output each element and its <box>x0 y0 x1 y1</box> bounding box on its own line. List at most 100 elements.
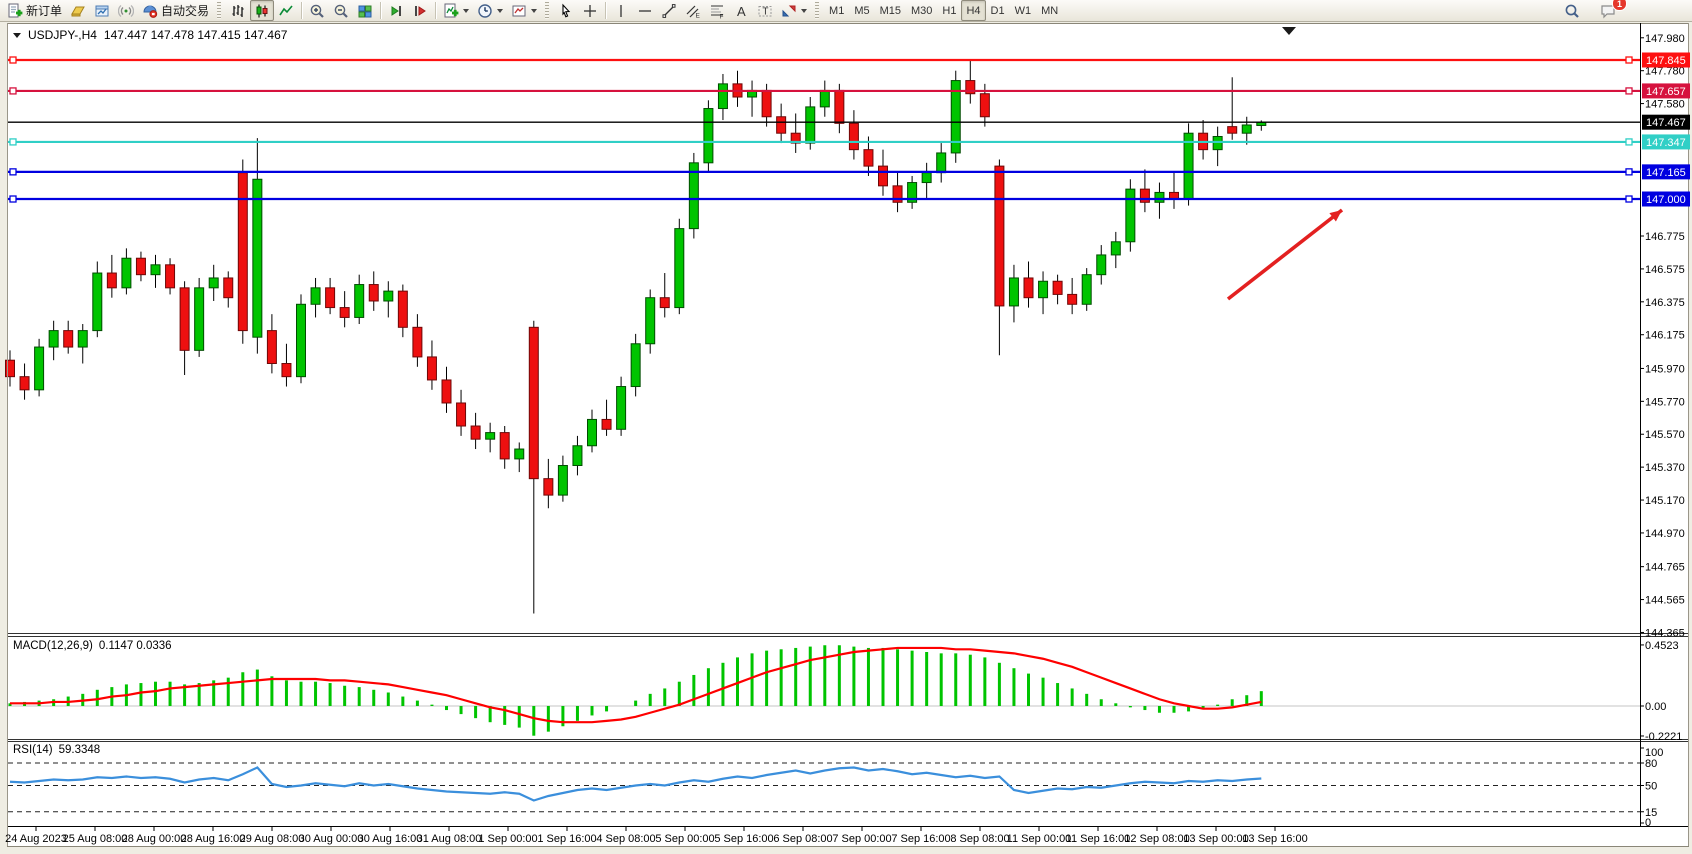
annotation-arrow-head[interactable] <box>1329 210 1342 222</box>
time-axis-label: 28 Aug 16:00 <box>181 833 246 845</box>
cursor-button[interactable] <box>554 0 578 21</box>
timeframe-h4-button[interactable]: H4 <box>961 0 986 21</box>
time-axis-label: 31 Aug 08:00 <box>417 833 482 845</box>
trendline-button[interactable] <box>657 0 681 21</box>
price-tick-label: 144.970 <box>1645 528 1685 540</box>
market-depth-button[interactable] <box>114 0 138 21</box>
hline-handle[interactable] <box>1625 138 1633 146</box>
periods-button[interactable] <box>473 0 507 21</box>
timeframe-m30-button[interactable]: M30 <box>906 0 937 21</box>
symbol-label: USDJPY-,H4 <box>28 28 97 42</box>
hline-handle[interactable] <box>9 56 17 64</box>
candlestick <box>1212 135 1223 151</box>
symbol-dropdown-icon[interactable] <box>13 32 21 38</box>
line-chart-button[interactable] <box>274 0 298 21</box>
search-button[interactable] <box>1560 0 1584 21</box>
candlestick <box>5 359 15 378</box>
hline-handle[interactable] <box>1625 168 1633 176</box>
chart-background[interactable] <box>7 23 1689 846</box>
candlestick <box>965 80 976 95</box>
dropdown-caret-icon[interactable] <box>497 8 504 13</box>
hline-handle[interactable] <box>9 195 17 203</box>
price-tick-label: 145.170 <box>1645 495 1685 507</box>
rsi-tick-label: 100 <box>1645 747 1663 759</box>
candlestick <box>936 152 947 174</box>
zoom-out-button[interactable] <box>329 0 353 21</box>
time-axis-label: 1 Sep 00:00 <box>478 833 537 845</box>
auto-scroll-icon <box>391 5 401 16</box>
hline-handle[interactable] <box>1625 195 1633 203</box>
templates-button[interactable] <box>507 0 541 21</box>
indicators-button[interactable] <box>439 0 473 21</box>
timeframe-d1-label: D1 <box>990 4 1005 17</box>
candlestick <box>1081 274 1092 305</box>
text-label-button[interactable]: T <box>753 0 777 21</box>
new-order-button[interactable]: 新订单 <box>3 0 66 21</box>
candlestick <box>223 277 234 299</box>
hline-handle[interactable] <box>9 168 17 176</box>
price-tick-label: 145.770 <box>1645 396 1685 408</box>
candlestick <box>485 432 496 440</box>
svg-text:E: E <box>696 12 701 19</box>
tile-windows-button[interactable] <box>353 0 377 21</box>
candlestick <box>339 307 350 318</box>
price-badge-label: 147.347 <box>1646 137 1686 149</box>
price-tick-label: 145.370 <box>1645 462 1685 474</box>
autotrading-label: 自动交易 <box>161 4 210 18</box>
candlestick <box>848 122 859 151</box>
hline-handle[interactable] <box>1625 87 1633 95</box>
text-button[interactable]: A <box>729 0 753 21</box>
timeframe-m1-button[interactable]: M1 <box>824 0 849 21</box>
timeframe-mn-label: MN <box>1041 4 1059 17</box>
profiles-button[interactable] <box>90 0 114 21</box>
time-axis-label: 11 Sep 16:00 <box>1066 833 1131 845</box>
svg-text:T: T <box>762 6 768 17</box>
candlestick <box>1008 277 1019 307</box>
price-badge-label: 147.165 <box>1646 167 1686 179</box>
dropdown-caret-icon[interactable] <box>463 8 470 13</box>
timeframe-mn-button[interactable]: MN <box>1036 0 1063 21</box>
crosshair-button[interactable] <box>578 0 602 21</box>
arrows-button[interactable] <box>777 0 811 21</box>
candlestick <box>1052 280 1063 295</box>
triangle-marker-icon[interactable] <box>1282 27 1296 35</box>
candlestick <box>674 228 685 309</box>
dropdown-caret-icon[interactable] <box>531 8 538 13</box>
vertical-line-button[interactable] <box>609 0 633 21</box>
timeframe-m5-button[interactable]: M5 <box>849 0 874 21</box>
toolbar-grip[interactable] <box>815 2 820 19</box>
dropdown-caret-icon[interactable] <box>801 8 808 13</box>
toolbar-grip[interactable] <box>217 2 222 19</box>
timeframe-d1-button[interactable]: D1 <box>986 0 1010 21</box>
horizontal-line-button[interactable] <box>633 0 657 21</box>
toolbar-right-cluster: 1 <box>1560 0 1627 21</box>
bar-chart-button[interactable] <box>226 0 250 21</box>
hline-price-badge <box>1642 83 1690 99</box>
timeframe-m15-button[interactable]: M15 <box>875 0 906 21</box>
rsi-tick-label: 0 <box>1645 817 1651 829</box>
toolbar-grip[interactable] <box>545 2 550 19</box>
timeframe-m5-label: M5 <box>854 4 870 17</box>
candlestick <box>1227 126 1238 134</box>
candlestick <box>266 330 277 365</box>
fibonacci-button[interactable]: F <box>705 0 729 21</box>
candlestick-chart-button[interactable] <box>250 0 275 21</box>
hline-handle[interactable] <box>1625 56 1633 64</box>
hline-handle[interactable] <box>9 138 17 146</box>
zoom-in-button[interactable] <box>305 0 329 21</box>
equidistant-channel-button[interactable]: E <box>681 0 705 21</box>
notifications-button[interactable]: 1 <box>1596 0 1627 21</box>
hline-handle[interactable] <box>9 87 17 95</box>
toolbar: 新订单 自动交易 E F A T M1 M5 M15 M30 H1 H4 D1 W1 MN 1 <box>0 0 1692 22</box>
timeframe-w1-button[interactable]: W1 <box>1010 0 1037 21</box>
chart-shift-button[interactable] <box>408 0 432 21</box>
new-chart-button[interactable] <box>66 0 90 21</box>
candlestick <box>121 257 132 289</box>
candlestick <box>470 425 481 440</box>
auto-scroll-button[interactable] <box>384 0 408 21</box>
timeframe-h1-button[interactable]: H1 <box>937 0 961 21</box>
time-axis-label: 5 Sep 00:00 <box>655 833 714 845</box>
autotrading-button[interactable]: 自动交易 <box>138 0 213 21</box>
annotation-arrow[interactable] <box>1226 208 1344 301</box>
